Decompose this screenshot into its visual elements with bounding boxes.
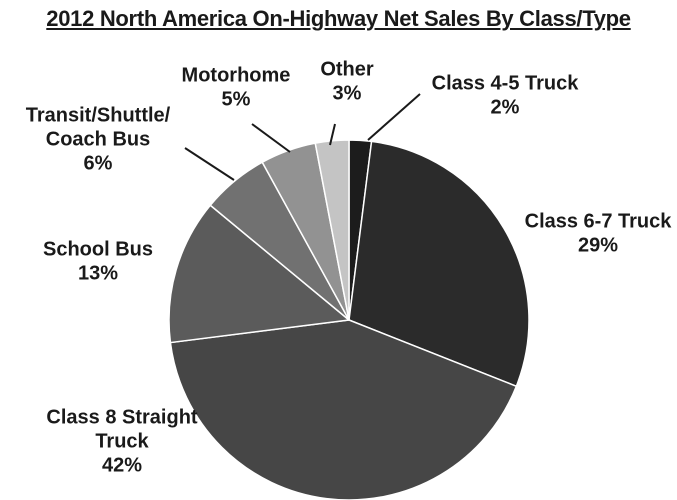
slice-category-label: School Bus xyxy=(43,238,153,260)
slice-category-label: Transit/Shuttle/ xyxy=(26,104,171,126)
slice-category-label: Motorhome xyxy=(182,64,291,86)
slice-percent-label: 2% xyxy=(491,96,520,118)
pie-slice-4 xyxy=(168,204,351,344)
leader-line-1 xyxy=(367,93,421,141)
pie-slice-3 xyxy=(169,319,518,500)
pie-slice-7 xyxy=(314,139,350,321)
slice-percent-label: 3% xyxy=(333,82,362,104)
slice-category-label: Class 8 Straight xyxy=(46,406,198,428)
slice-category-label: Class 4-5 Truck xyxy=(432,72,580,94)
slice-percent-label: 42% xyxy=(102,454,142,476)
slice-category-label: Class 6-7 Truck xyxy=(525,210,673,232)
slice-category-label: Coach Bus xyxy=(46,128,150,150)
slice-percent-label: 5% xyxy=(222,88,251,110)
slice-category-label: Other xyxy=(320,58,374,80)
slice-percent-label: 29% xyxy=(578,234,618,256)
slice-percent-label: 13% xyxy=(78,262,118,284)
chart-title: 2012 North America On-Highway Net Sales … xyxy=(46,6,631,31)
slice-percent-label: 6% xyxy=(84,152,113,174)
pie-slice-2 xyxy=(348,140,530,388)
slice-category-label: Truck xyxy=(95,430,149,452)
leader-line-6 xyxy=(251,123,291,153)
leader-line-5 xyxy=(184,147,235,181)
leader-line-7 xyxy=(329,123,336,146)
